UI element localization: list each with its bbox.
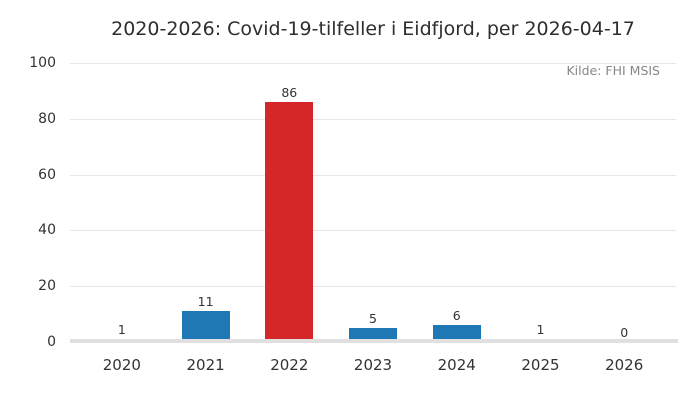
x-tick-label-2025: 2025 — [521, 356, 560, 374]
bar-group-2025: 1 — [499, 63, 583, 342]
y-tick-label-0: 0 — [47, 334, 56, 350]
gridline-60 — [70, 174, 676, 176]
y-tick-label-60: 60 — [38, 166, 56, 183]
y-tick-label-20: 20 — [38, 278, 56, 295]
bar-value-label-2022: 86 — [281, 85, 298, 101]
bar-value-label-2020: 1 — [117, 322, 126, 338]
source-note: Kilde: FHI MSIS — [566, 63, 660, 78]
bar-group-2024: 6 — [415, 63, 499, 342]
y-tick-label-100: 100 — [29, 55, 56, 71]
gridline-100 — [70, 63, 676, 64]
bar-value-label-2021: 11 — [197, 294, 214, 310]
bar-value-label-2025: 1 — [536, 322, 545, 338]
x-tick-label-2026: 2026 — [605, 356, 644, 374]
plot-area: 1 11 86 5 6 1 0 — [70, 63, 678, 343]
x-tick-label-2020: 2020 — [102, 356, 141, 374]
bar-value-label-2026: 0 — [620, 325, 629, 340]
bar-2024 — [432, 325, 481, 342]
x-tick-label-2021: 2021 — [186, 356, 225, 374]
x-tick-label-2023: 2023 — [353, 356, 393, 374]
y-tick-label-40: 40 — [38, 222, 56, 239]
bar-group-2023: 5 — [331, 63, 415, 342]
x-axis-tick-labels: 2020 2021 2022 2023 2024 2025 2026 — [80, 356, 666, 374]
gridline-80 — [70, 118, 676, 120]
x-tick-label-2022: 2022 — [270, 356, 309, 374]
bar-2021 — [181, 311, 230, 342]
y-axis-tick-labels: 100 80 60 40 20 0 — [0, 55, 56, 350]
bar-value-label-2024: 6 — [452, 308, 461, 324]
y-tick-label-80: 80 — [38, 110, 56, 127]
bar-group-2020: 1 — [80, 63, 164, 342]
bar-2022 — [265, 102, 314, 342]
gridline-20 — [70, 286, 676, 288]
x-tick-label-2024: 2024 — [437, 356, 476, 374]
bar-value-label-2023: 5 — [369, 311, 377, 327]
bar-group-2021: 11 — [164, 63, 248, 342]
gridline-40 — [70, 230, 676, 232]
bars-container: 1 11 86 5 6 1 0 — [80, 63, 666, 342]
bar-group-2026: 0 — [582, 63, 666, 342]
chart-title: 2020-2026: Covid-19-tilfeller i Eidfjord… — [111, 18, 635, 40]
bar-group-2022: 86 — [247, 63, 331, 342]
x-axis-line — [70, 339, 678, 343]
bar-2023 — [349, 328, 398, 342]
